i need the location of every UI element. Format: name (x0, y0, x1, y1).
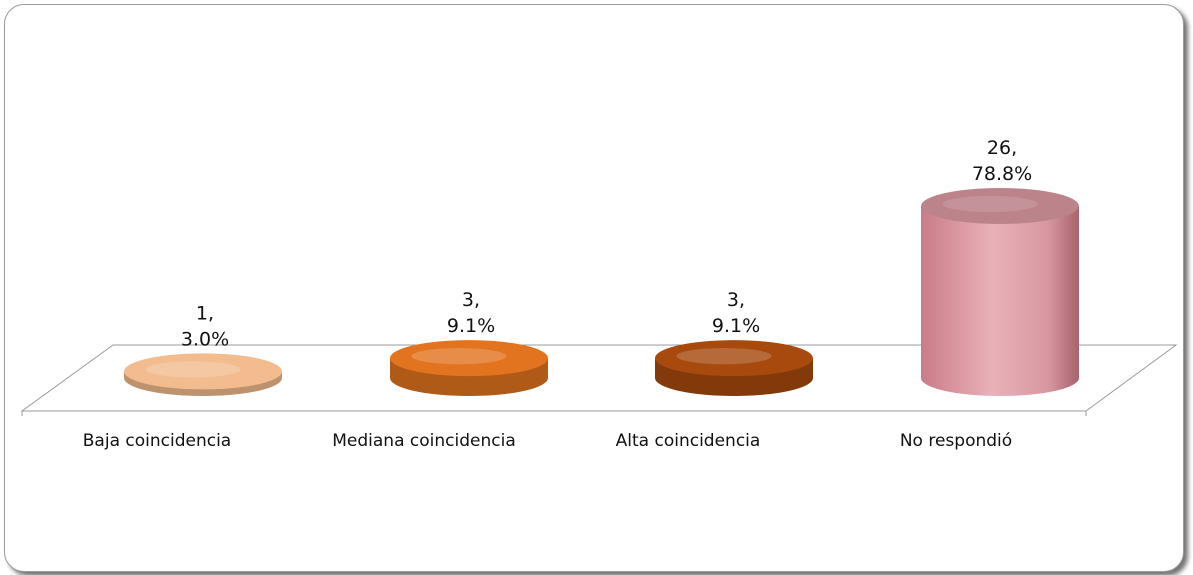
bar-3 (655, 340, 813, 396)
bar-highlight (145, 361, 241, 378)
data-label-percent: 9.1% (447, 315, 495, 337)
data-label-percent: 78.8% (972, 163, 1032, 185)
bar-highlight (942, 195, 1038, 213)
bar-1 (124, 353, 282, 396)
bar-top (390, 340, 548, 377)
chart-floor (20, 344, 1178, 412)
data-label-count: 3, (462, 289, 480, 311)
category-label: Alta coincidencia (616, 431, 761, 451)
category-label: No respondió (900, 431, 1012, 451)
bar-4 (921, 188, 1079, 396)
bar-highlight (676, 348, 772, 365)
bar-top (124, 353, 282, 390)
data-label-count: 26, (987, 137, 1017, 159)
data-label-count: 3, (727, 289, 745, 311)
bar-top (655, 340, 813, 377)
category-label: Mediana coincidencia (332, 431, 515, 451)
data-label-percent: 3.0% (181, 328, 229, 350)
bar-highlight (411, 348, 507, 365)
data-label-percent: 9.1% (712, 315, 760, 337)
bar-2 (390, 340, 548, 396)
data-label-count: 1, (196, 302, 214, 324)
category-label: Baja coincidencia (83, 431, 231, 451)
bar-side (921, 206, 1079, 396)
bar-top (921, 188, 1079, 224)
